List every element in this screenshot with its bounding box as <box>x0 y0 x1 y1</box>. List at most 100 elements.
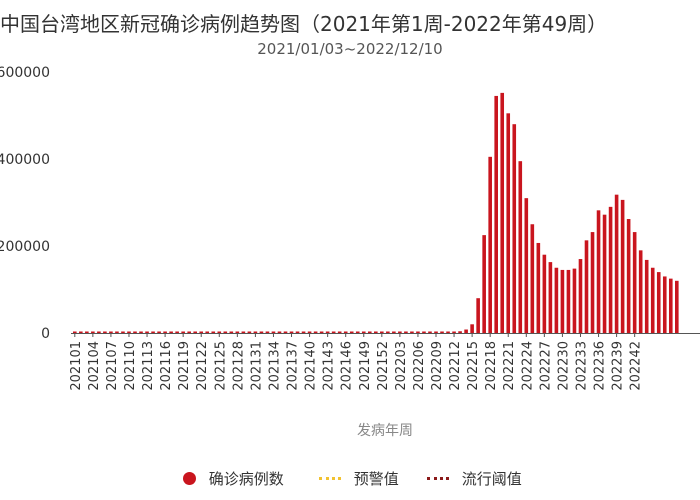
bar-202248[interactable] <box>668 278 673 334</box>
bar-202220[interactable] <box>500 92 505 333</box>
bar-202219[interactable] <box>494 95 498 334</box>
bar-202111[interactable] <box>133 331 137 334</box>
bar-202245[interactable] <box>650 267 655 333</box>
bar-202134[interactable] <box>271 331 276 334</box>
bar-202135[interactable] <box>277 331 282 334</box>
bar-202112[interactable] <box>139 331 143 334</box>
bar-202201[interactable] <box>386 331 390 334</box>
bar-202205[interactable] <box>410 331 414 334</box>
bar-202234[interactable] <box>584 240 589 333</box>
bar-202218[interactable] <box>488 156 492 333</box>
bar-202232[interactable] <box>572 268 577 333</box>
bar-202239[interactable] <box>614 194 619 333</box>
bar-202233[interactable] <box>578 259 583 333</box>
bar-202240[interactable] <box>620 199 625 333</box>
bar-202246[interactable] <box>656 272 661 333</box>
bar-202106[interactable] <box>103 331 107 334</box>
bar-202143[interactable] <box>325 331 330 334</box>
bar-202105[interactable] <box>97 331 101 334</box>
bar-202228[interactable] <box>548 262 553 333</box>
bar-202208[interactable] <box>428 331 432 334</box>
bar-202206[interactable] <box>416 331 420 334</box>
bar-202203[interactable] <box>398 331 402 334</box>
bar-202226[interactable] <box>536 242 541 333</box>
legend-warning[interactable]: 预警值 <box>319 468 399 489</box>
bar-202104[interactable] <box>91 331 95 334</box>
bar-202223[interactable] <box>518 161 523 333</box>
bar-202101[interactable] <box>73 331 77 334</box>
bar-202116[interactable] <box>163 331 167 334</box>
bar-202122[interactable] <box>199 331 204 334</box>
bar-202136[interactable] <box>283 331 288 334</box>
bar-202241[interactable] <box>626 219 631 333</box>
bar-202110[interactable] <box>127 331 131 334</box>
bar-202222[interactable] <box>512 124 517 333</box>
bar-202211[interactable] <box>446 331 450 334</box>
bar-202119[interactable] <box>181 331 185 334</box>
bar-202141[interactable] <box>313 331 318 334</box>
bar-202151[interactable] <box>374 331 378 334</box>
bar-202125[interactable] <box>217 331 222 334</box>
bar-202129[interactable] <box>241 331 246 334</box>
bar-202217[interactable] <box>482 235 486 334</box>
bar-202235[interactable] <box>590 232 595 333</box>
bar-202210[interactable] <box>440 331 444 334</box>
bar-202142[interactable] <box>319 331 324 334</box>
bar-202144[interactable] <box>331 331 336 334</box>
bar-202147[interactable] <box>349 331 354 334</box>
bar-202145[interactable] <box>337 331 342 334</box>
bar-202140[interactable] <box>307 331 312 334</box>
bar-202244[interactable] <box>644 259 649 333</box>
bar-202148[interactable] <box>355 331 360 334</box>
bar-202126[interactable] <box>223 331 228 334</box>
bar-202204[interactable] <box>404 331 408 334</box>
bar-202132[interactable] <box>259 331 264 334</box>
bar-202120[interactable] <box>187 331 191 334</box>
bar-202212[interactable] <box>452 331 456 334</box>
bar-202113[interactable] <box>145 331 149 334</box>
bar-202236[interactable] <box>596 210 601 333</box>
bar-202102[interactable] <box>79 331 83 334</box>
bar-202149[interactable] <box>361 331 366 334</box>
bar-202109[interactable] <box>121 331 125 334</box>
bar-202227[interactable] <box>542 254 547 333</box>
bar-202242[interactable] <box>632 232 637 333</box>
bar-202247[interactable] <box>662 276 667 333</box>
bar-202127[interactable] <box>229 331 234 334</box>
bar-202108[interactable] <box>115 331 119 334</box>
bar-202118[interactable] <box>175 331 179 334</box>
bar-202231[interactable] <box>566 269 571 333</box>
bar-202152[interactable] <box>380 331 384 334</box>
bar-202202[interactable] <box>392 331 396 334</box>
bar-202214[interactable] <box>464 329 468 333</box>
bar-202209[interactable] <box>434 331 438 334</box>
bar-202123[interactable] <box>205 331 210 334</box>
bar-202221[interactable] <box>506 113 511 333</box>
bar-202249[interactable] <box>675 280 679 333</box>
bar-202225[interactable] <box>530 224 535 333</box>
bar-202213[interactable] <box>458 331 462 333</box>
bar-202229[interactable] <box>554 267 559 333</box>
bar-202238[interactable] <box>608 206 613 333</box>
bar-202224[interactable] <box>524 198 529 333</box>
bar-202124[interactable] <box>211 331 216 334</box>
bar-202137[interactable] <box>289 331 294 334</box>
bar-202117[interactable] <box>169 331 173 334</box>
bar-202216[interactable] <box>476 298 480 333</box>
bar-202130[interactable] <box>247 331 252 334</box>
bar-202115[interactable] <box>157 331 161 334</box>
legend-threshold[interactable]: 流行阈值 <box>427 468 522 489</box>
bar-202230[interactable] <box>560 269 565 333</box>
bar-202131[interactable] <box>253 331 258 334</box>
bar-202121[interactable] <box>193 331 197 334</box>
bar-202103[interactable] <box>85 331 89 334</box>
bar-202139[interactable] <box>301 331 306 334</box>
bar-202207[interactable] <box>422 331 426 334</box>
bar-202138[interactable] <box>295 331 300 334</box>
bar-202114[interactable] <box>151 331 155 334</box>
bar-202128[interactable] <box>235 331 240 334</box>
bar-202133[interactable] <box>265 331 270 334</box>
bar-202215[interactable] <box>470 324 474 333</box>
bar-202146[interactable] <box>343 331 348 334</box>
bar-202150[interactable] <box>367 331 372 334</box>
